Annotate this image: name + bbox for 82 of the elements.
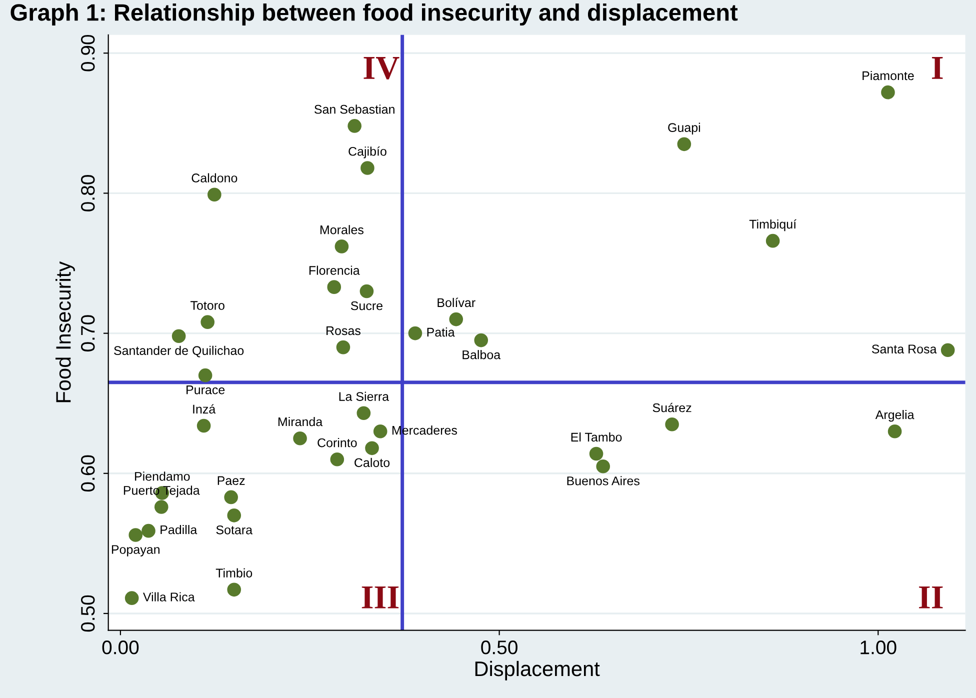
data-label: La Sierra: [339, 392, 390, 401]
point: [327, 280, 342, 294]
point: [330, 452, 344, 466]
data-label: Popayan: [112, 545, 160, 556]
point: [888, 424, 902, 438]
y-tick-label: 0.70: [81, 315, 95, 352]
point: [881, 85, 895, 100]
data-label: Totoro: [190, 301, 224, 310]
y-tick-label: 0.90: [81, 34, 95, 72]
point: [360, 284, 374, 298]
annotation: III: [362, 586, 399, 608]
point: [200, 315, 214, 329]
data-label: Corinto: [318, 438, 357, 448]
data-label: Piamonte: [862, 70, 914, 80]
point: [365, 441, 379, 456]
data-label: Caloto: [354, 458, 390, 468]
data-label: Sotara: [216, 525, 253, 534]
point: [142, 524, 156, 538]
data-label: Bolívar: [438, 298, 476, 308]
data-label: Miranda: [278, 416, 323, 426]
point: [408, 326, 422, 340]
data-label: Guapi: [668, 122, 700, 134]
y-tick-label: 0.50: [81, 595, 95, 632]
y-tick-label: 0.80: [81, 175, 95, 212]
point: [373, 424, 388, 438]
point: [293, 431, 307, 446]
point: [677, 137, 692, 152]
point: [596, 459, 610, 474]
point: [198, 368, 212, 382]
data-label: Suárez: [652, 402, 692, 412]
point: [124, 591, 139, 605]
data-label: El Tambo: [571, 432, 622, 442]
chart-title: Graph 1: Relationship between food insecurity and displacement: [10, 3, 738, 26]
point: [224, 490, 238, 504]
y-axis-title: Food Insecurity: [56, 261, 75, 402]
data-label: Villa Rica: [142, 592, 195, 602]
point: [360, 161, 374, 175]
data-label: Santander de Quilichao: [114, 346, 244, 358]
data-label: Rosas: [326, 326, 360, 336]
data-label: Balboa: [462, 350, 501, 360]
point: [589, 446, 604, 461]
data-label: Sucre: [350, 301, 382, 310]
x-tick-label: 0.00: [102, 640, 139, 654]
point: [336, 340, 350, 354]
point: [227, 508, 242, 522]
point: [196, 418, 211, 433]
x-tick-label: 1.00: [860, 640, 896, 654]
point: [172, 329, 186, 344]
data-label: Argelia: [875, 410, 914, 422]
data-label: San Sebastian: [314, 104, 394, 114]
data-label: Morales: [320, 225, 364, 234]
data-label: Cajibío: [348, 146, 386, 158]
data-label: Padilla: [160, 525, 198, 534]
data-label: Caldono: [192, 173, 238, 182]
point: [334, 240, 349, 254]
x-axis-title: Displacement: [475, 660, 600, 680]
point: [449, 312, 464, 326]
point: [227, 582, 242, 597]
point: [208, 188, 222, 202]
point: [154, 500, 168, 514]
point: [356, 406, 371, 420]
data-label: Inzá: [193, 404, 216, 414]
data-label: Buenos Aires: [567, 476, 640, 486]
x-tick-label: 0.50: [481, 640, 518, 654]
annotation: I: [932, 57, 943, 79]
data-label: Purace: [186, 386, 225, 394]
annotation: IV: [364, 57, 400, 80]
data-label: Timbiquí: [749, 219, 796, 232]
point: [348, 119, 362, 133]
annotation: II: [919, 586, 943, 608]
data-label: Santa Rosa: [872, 344, 937, 354]
data-label: Florencia: [309, 266, 360, 275]
point: [940, 343, 955, 358]
data-label: Paez: [218, 476, 245, 486]
y-tick-label: 0.60: [81, 455, 95, 492]
data-label: Piendamo: [135, 472, 190, 481]
point: [665, 417, 679, 432]
point: [766, 234, 780, 248]
data-label: Timbio: [216, 568, 252, 578]
point: [474, 333, 488, 348]
point: [128, 528, 143, 542]
data-label: Patia: [427, 327, 455, 337]
